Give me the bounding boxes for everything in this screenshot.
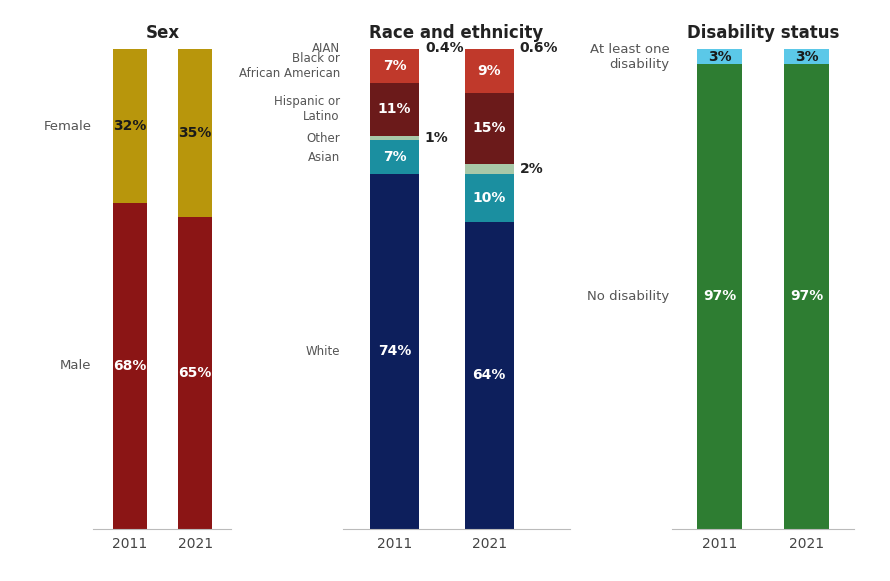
Text: Female: Female bbox=[44, 120, 92, 132]
Bar bbox=[370, 48, 419, 49]
Bar bbox=[112, 49, 147, 203]
Text: No disability: No disability bbox=[587, 290, 669, 303]
Bar bbox=[178, 217, 213, 529]
Text: 97%: 97% bbox=[703, 289, 736, 303]
Text: 10%: 10% bbox=[473, 191, 506, 205]
Text: White: White bbox=[305, 345, 340, 358]
Bar bbox=[112, 203, 147, 529]
Bar bbox=[697, 49, 742, 64]
Bar bbox=[697, 64, 742, 529]
Text: 3%: 3% bbox=[795, 49, 819, 63]
Text: 7%: 7% bbox=[383, 59, 407, 73]
Text: Other: Other bbox=[306, 131, 340, 145]
Text: 65%: 65% bbox=[179, 366, 212, 380]
Text: At least one
disability: At least one disability bbox=[589, 42, 669, 70]
Bar bbox=[370, 83, 419, 135]
Bar bbox=[784, 49, 829, 64]
Bar bbox=[465, 164, 514, 174]
Text: 68%: 68% bbox=[113, 358, 146, 373]
Text: Male: Male bbox=[60, 359, 92, 372]
Bar bbox=[465, 92, 514, 164]
Text: 32%: 32% bbox=[113, 119, 146, 133]
Text: 0.6%: 0.6% bbox=[520, 41, 558, 55]
Text: 64%: 64% bbox=[473, 368, 506, 382]
Text: 2%: 2% bbox=[520, 162, 543, 176]
Bar bbox=[370, 135, 419, 141]
Text: 7%: 7% bbox=[383, 150, 407, 164]
Bar bbox=[465, 49, 514, 92]
Text: Hispanic or
Latino: Hispanic or Latino bbox=[274, 95, 340, 123]
Text: 3%: 3% bbox=[708, 49, 732, 63]
Text: Black or
African American: Black or African American bbox=[239, 52, 340, 80]
Text: 9%: 9% bbox=[477, 64, 501, 78]
Text: 11%: 11% bbox=[378, 102, 411, 116]
Title: Sex: Sex bbox=[145, 24, 180, 42]
Bar bbox=[465, 174, 514, 222]
Title: Disability status: Disability status bbox=[687, 24, 839, 42]
Bar bbox=[465, 222, 514, 529]
Bar bbox=[784, 64, 829, 529]
Text: 35%: 35% bbox=[179, 126, 212, 140]
Text: 97%: 97% bbox=[790, 289, 823, 303]
Bar bbox=[465, 46, 514, 49]
Text: 1%: 1% bbox=[425, 131, 449, 145]
Bar bbox=[178, 49, 213, 217]
Bar bbox=[370, 49, 419, 83]
Title: Race and ethnicity: Race and ethnicity bbox=[369, 24, 543, 42]
Text: 74%: 74% bbox=[378, 345, 411, 358]
Text: Asian: Asian bbox=[308, 150, 340, 164]
Bar bbox=[370, 141, 419, 174]
Text: 15%: 15% bbox=[473, 121, 506, 135]
Text: AIAN: AIAN bbox=[312, 42, 340, 55]
Text: 0.4%: 0.4% bbox=[425, 41, 464, 55]
Bar bbox=[370, 174, 419, 529]
